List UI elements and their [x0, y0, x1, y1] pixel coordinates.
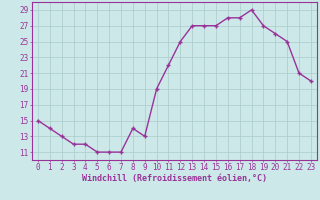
- X-axis label: Windchill (Refroidissement éolien,°C): Windchill (Refroidissement éolien,°C): [82, 174, 267, 183]
